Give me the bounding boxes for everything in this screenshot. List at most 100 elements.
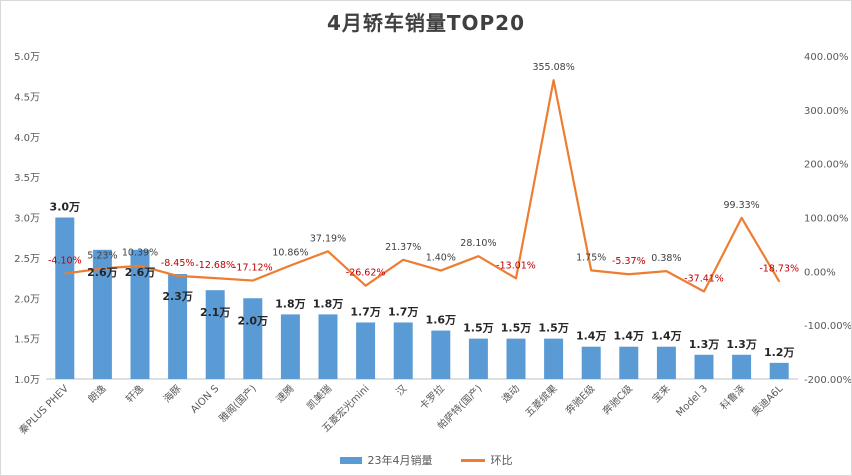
y-left-tick-label: 4.0万	[14, 133, 40, 144]
bar-value-label: 1.3万	[689, 338, 720, 351]
mom-point-8	[327, 250, 329, 253]
bar-6	[243, 298, 263, 379]
bar-value-label: 2.6万	[125, 266, 156, 279]
y-left-tick-label: 5.0万	[14, 52, 40, 63]
bar-value-label: 1.7万	[388, 305, 419, 318]
mom-point-15	[590, 269, 592, 272]
chart-legend: 23年4月销量 环比	[1, 452, 851, 468]
bar-10	[393, 322, 413, 379]
mom-point-2	[101, 267, 104, 270]
mom-point-17	[665, 270, 668, 272]
y-right-tick-label: 200.00%	[804, 160, 849, 171]
legend-item-sales: 23年4月销量	[339, 452, 433, 468]
mom-point-1	[64, 272, 66, 275]
mom-point-18	[703, 290, 705, 293]
mom-value-label: -18.73%	[759, 263, 799, 274]
y-left-tick-label: 3.5万	[14, 173, 40, 184]
mom-value-label: 28.10%	[460, 238, 496, 249]
x-tick-label: 科鲁泽	[717, 382, 747, 412]
bar-value-label: 1.4万	[651, 330, 682, 343]
bar-1	[55, 217, 75, 379]
bar-value-label: 3.0万	[50, 201, 81, 214]
y-right-tick-label: 400.00%	[804, 52, 849, 63]
mom-value-label: 99.33%	[723, 200, 759, 211]
mom-value-label: 21.37%	[385, 242, 421, 253]
bar-20	[769, 362, 789, 379]
mom-point-7	[289, 264, 292, 267]
legend-item-mom: 环比	[460, 452, 513, 468]
bar-value-label: 2.3万	[162, 290, 193, 303]
x-tick-label: 逸动	[499, 383, 522, 406]
y-left-tick-label: 2.0万	[14, 294, 40, 305]
bar-15	[581, 346, 601, 379]
bar-18	[694, 354, 714, 379]
x-tick-label: 雅阁(国产)	[216, 382, 259, 425]
mom-point-5	[214, 277, 216, 279]
x-tick-label: 秦PLUS PHEV	[16, 382, 71, 437]
mom-value-label: 355.08%	[532, 62, 574, 73]
y-right-tick-label: 100.00%	[804, 214, 849, 225]
legend-swatch-mom	[460, 458, 485, 462]
y-right-tick-label: -100.00%	[804, 321, 851, 332]
legend-label-sales: 23年4月销量	[367, 454, 433, 467]
bar-7	[280, 314, 300, 379]
mom-value-label: -26.62%	[346, 268, 386, 279]
bar-value-label: 1.8万	[313, 297, 344, 310]
x-tick-label: 汉	[394, 383, 410, 399]
mom-value-label: -12.68%	[195, 260, 235, 271]
mom-point-13	[515, 277, 517, 280]
mom-point-3	[139, 264, 141, 267]
y-left-tick-label: 1.0万	[14, 375, 40, 386]
bar-17	[656, 346, 676, 379]
x-tick-label: 卡罗拉	[417, 382, 447, 412]
mom-value-label: -17.12%	[233, 263, 273, 274]
mom-point-19	[740, 217, 743, 219]
mom-point-9	[364, 284, 367, 287]
mom-point-14	[552, 79, 555, 81]
bar-value-label: 1.8万	[275, 297, 306, 310]
x-tick-label: 朗逸	[86, 383, 109, 406]
mom-value-label: -8.45%	[161, 258, 195, 269]
bar-3	[130, 249, 150, 379]
mom-value-label: 1.75%	[576, 252, 606, 263]
y-right-tick-label: 300.00%	[804, 106, 849, 117]
x-tick-label: 奔驰C级	[600, 382, 635, 417]
y-right-tick-label: -200.00%	[804, 375, 851, 386]
mom-value-label: -5.37%	[612, 256, 646, 267]
mom-value-label: 1.40%	[426, 253, 456, 264]
x-tick-label: Model 3	[674, 383, 710, 419]
mom-value-label: -37.41%	[684, 273, 724, 284]
mom-point-12	[477, 255, 480, 258]
x-tick-label: 凯美瑞	[304, 382, 334, 412]
mom-point-4	[176, 275, 179, 277]
bar-12	[468, 338, 488, 379]
x-tick-label: 奔驰E级	[562, 382, 597, 417]
mom-value-label: 0.38%	[651, 253, 681, 264]
bar-value-label: 1.2万	[764, 346, 795, 359]
bar-value-label: 2.0万	[238, 314, 269, 327]
mom-value-label: -4.10%	[48, 256, 82, 267]
bar-4	[168, 274, 188, 379]
bar-8	[318, 314, 338, 379]
y-left-tick-label: 2.5万	[14, 254, 40, 265]
y-left-tick-label: 4.5万	[14, 92, 40, 103]
legend-label-mom: 环比	[490, 454, 513, 467]
bar-16	[619, 346, 639, 379]
mom-value-label: 10.86%	[272, 247, 308, 258]
bar-value-label: 1.7万	[350, 305, 381, 318]
x-tick-label: 海豚	[160, 382, 183, 405]
x-tick-label: 速腾	[273, 382, 296, 405]
bar-9	[356, 322, 376, 379]
bar-value-label: 1.4万	[576, 330, 607, 343]
chart-title: 4月轿车销量TOP20	[326, 11, 526, 35]
mom-line	[64, 79, 781, 293]
mom-point-6	[252, 279, 254, 282]
x-tick-label: 奥迪A6L	[749, 382, 786, 419]
mom-value-label: 37.19%	[310, 233, 346, 244]
bar-value-label: 2.6万	[87, 266, 118, 279]
x-tick-label: AION S	[189, 383, 221, 415]
bar-2	[92, 249, 112, 379]
bar-19	[732, 354, 752, 379]
x-tick-label: 轩逸	[123, 382, 146, 405]
